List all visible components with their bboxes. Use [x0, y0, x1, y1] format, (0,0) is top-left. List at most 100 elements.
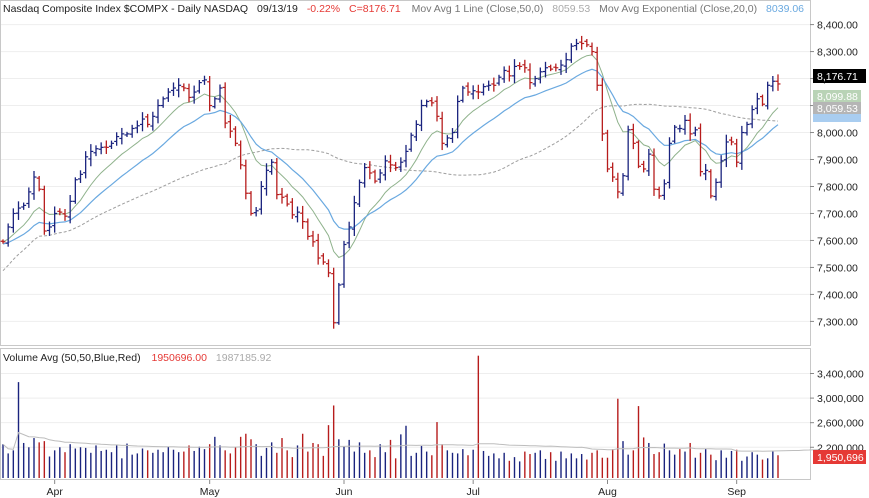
price-tick-label: 8,000.00 — [817, 128, 858, 140]
volume-tick-label: 2,600,000 — [817, 418, 864, 430]
ma1-label: Mov Avg 1 Line (Close,50,0) — [412, 3, 544, 15]
ohlc-bar — [723, 134, 729, 168]
ohlc-bar — [67, 194, 73, 224]
ohlc-bar — [336, 282, 342, 325]
price-tick-label: 7,700.00 — [817, 208, 858, 220]
ma-blue-tag — [813, 114, 861, 122]
ohlc-bar — [109, 140, 114, 149]
ohlc-bar — [775, 74, 781, 91]
volume-tick-label: 3,400,000 — [817, 369, 864, 381]
ohlc-bar — [667, 137, 672, 189]
ohlc-bar — [481, 83, 486, 96]
price-tick-label: 8,300.00 — [817, 47, 858, 59]
ohlc-bar — [243, 159, 249, 200]
title-text: Nasdaq Composite Index $COMPX - Daily NA… — [3, 3, 248, 15]
ohlc-bar — [625, 125, 631, 181]
ohlc-bar — [646, 148, 652, 176]
ohlc-bar — [269, 159, 275, 175]
ohlc-bar — [341, 240, 347, 288]
ohlc-bar — [672, 124, 678, 144]
ohlc-bar — [543, 61, 548, 78]
ohlc-bar — [568, 43, 574, 63]
ohlc-bar — [320, 253, 326, 265]
ohlc-bar — [475, 84, 481, 100]
ohlc-bar — [165, 88, 171, 102]
ohlc-bar — [754, 92, 760, 115]
ohlc-bar — [450, 128, 455, 143]
ohlc-bar — [264, 163, 269, 196]
ohlc-bar — [620, 173, 626, 196]
ohlc-bar — [196, 80, 202, 94]
ohlc-bar — [692, 126, 698, 137]
ohlc-bar — [682, 114, 688, 135]
date-axis: Apr May Jun Jul Aug Sep — [46, 480, 746, 498]
ohlc-bar — [212, 96, 218, 109]
ohlc-bar — [770, 75, 776, 92]
ohlc-bar — [186, 83, 192, 103]
ohlc-bar — [522, 59, 528, 73]
ma-gray-tag: 8,059.53 — [813, 102, 861, 115]
ohlc-bar — [744, 121, 750, 136]
ohlc-bar — [460, 85, 466, 103]
volume-value: 1950696.00 — [151, 352, 207, 364]
ohlc-bar — [331, 267, 337, 329]
ohlc-bar — [512, 59, 517, 84]
ohlc-bar — [10, 208, 16, 233]
ohlc-bar — [424, 99, 430, 108]
date-tick-label: Jul — [466, 486, 479, 498]
date-tick-label: Sep — [727, 486, 746, 498]
ohlc-bar — [114, 132, 120, 146]
ohlc-bar — [713, 178, 719, 201]
ohlc-bar — [434, 96, 440, 122]
date-tick-label: Aug — [598, 486, 617, 498]
ohlc-bar — [584, 39, 590, 48]
price-tick-label: 7,300.00 — [817, 316, 858, 328]
ohlc-bar — [439, 111, 445, 151]
ohlc-bar — [57, 208, 63, 216]
ohlc-bar — [506, 65, 512, 82]
ohlc-bar — [72, 177, 78, 204]
ohlc-bar — [258, 181, 264, 215]
ohlc-bar — [687, 113, 693, 141]
ohlc-bar — [362, 163, 368, 188]
ohlc-bar — [98, 142, 104, 155]
ohlc-bar — [548, 64, 554, 72]
ohlc-bar — [527, 63, 533, 90]
volume-tick-label: 3,000,000 — [817, 393, 864, 405]
ohlc-bar — [444, 135, 450, 148]
ohlc-bar — [636, 140, 641, 169]
ohlc-bar — [501, 66, 507, 83]
ohlc-bar — [134, 120, 140, 134]
ohlc-bar — [610, 162, 616, 182]
ohlc-bar — [698, 123, 703, 177]
ohlc-bar — [176, 78, 182, 98]
date-text: 09/13/19 — [257, 3, 298, 15]
ohlc-bar — [739, 125, 745, 170]
ohlc-bar — [517, 62, 523, 70]
ohlc-bar — [532, 75, 538, 87]
close-price-tag: 8,176.71 — [813, 69, 866, 83]
ohlc-bar — [0, 239, 6, 244]
ohlc-bar — [599, 78, 605, 142]
ema-20-line — [2, 68, 779, 245]
ohlc-bar — [486, 80, 492, 91]
ohlc-bar — [408, 132, 414, 152]
price-panel — [0, 0, 811, 346]
ohlc-bar — [300, 205, 306, 229]
ohlc-bar — [677, 124, 683, 133]
ohlc-bar — [52, 206, 58, 233]
ohlc-bar — [496, 74, 502, 86]
ohlc-bar — [26, 187, 32, 208]
price-tick-label: 7,400.00 — [817, 289, 858, 301]
ohlc-bar — [217, 84, 223, 103]
date-tick-label: May — [200, 486, 221, 498]
ohlc-bar — [16, 201, 21, 220]
ohlc-bar — [284, 193, 290, 207]
change-text: -0.22% — [307, 3, 340, 15]
price-tick-label: 7,500.00 — [817, 262, 858, 274]
volume-avg-value: 1987185.92 — [216, 352, 272, 364]
ohlc-bar — [765, 81, 771, 110]
ohlc-bar — [563, 52, 569, 74]
ohlc-bar — [78, 170, 83, 183]
